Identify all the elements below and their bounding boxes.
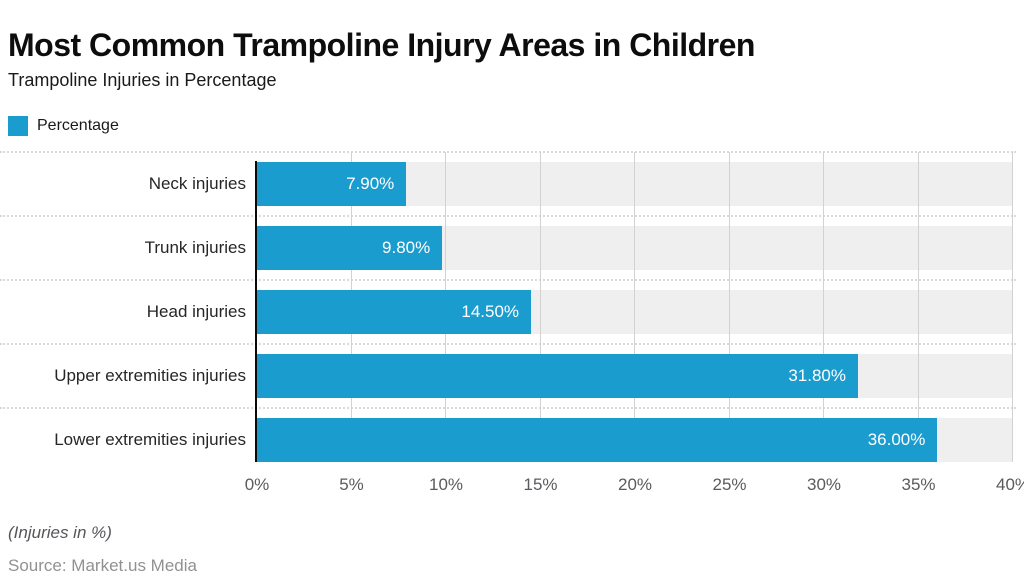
bar-value-label: 9.80% (382, 238, 431, 257)
x-tick-label: 40% (995, 475, 1024, 494)
row-separator (0, 343, 1016, 345)
x-gridline (917, 152, 919, 462)
bar: 9.80% (257, 226, 443, 270)
row-separator (0, 151, 1016, 153)
x-tick-label: 35% (901, 475, 936, 494)
y-axis-line (255, 161, 257, 462)
chart-source: Source: Market.us Media (8, 556, 197, 575)
chart-title: Most Common Trampoline Injury Areas in C… (8, 27, 755, 64)
x-tick-label: 15% (523, 475, 558, 494)
row-separator (0, 279, 1016, 281)
category-label: Trunk injuries (144, 238, 246, 257)
category-label: Upper extremities injuries (54, 366, 246, 385)
bar: 36.00% (257, 418, 938, 462)
legend: Percentage (8, 116, 119, 136)
chart-subtitle: Trampoline Injuries in Percentage (8, 70, 277, 90)
bar-value-label: 31.80% (788, 366, 847, 385)
x-gridline (539, 152, 541, 462)
bar: 7.90% (257, 162, 407, 206)
category-label: Head injuries (146, 302, 246, 321)
category-label: Lower extremities injuries (54, 430, 246, 449)
category-label: Neck injuries (148, 174, 246, 193)
x-tick-label: 5% (339, 475, 364, 494)
x-gridline (1012, 152, 1013, 462)
x-tick-label: 20% (617, 475, 653, 494)
x-gridline (823, 152, 824, 462)
bar: 31.80% (257, 354, 859, 398)
legend-swatch-icon (8, 116, 28, 136)
x-gridline (728, 152, 730, 462)
x-gridline (634, 152, 635, 462)
bar-value-label: 36.00% (867, 430, 926, 449)
row-separator (0, 215, 1016, 217)
row-separator (0, 407, 1016, 409)
x-tick-label: 0% (244, 475, 270, 494)
bar: 14.50% (257, 290, 532, 334)
bar-value-label: 14.50% (461, 302, 520, 321)
bar-value-label: 7.90% (346, 174, 395, 193)
x-tick-label: 10% (428, 475, 464, 494)
chart-note: (Injuries in %) (8, 523, 112, 542)
x-tick-label: 25% (712, 475, 747, 494)
x-tick-label: 30% (806, 475, 842, 494)
legend-label: Percentage (37, 117, 119, 134)
